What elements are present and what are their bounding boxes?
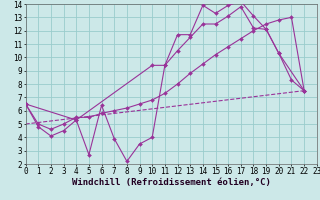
X-axis label: Windchill (Refroidissement éolien,°C): Windchill (Refroidissement éolien,°C) [72, 178, 271, 187]
